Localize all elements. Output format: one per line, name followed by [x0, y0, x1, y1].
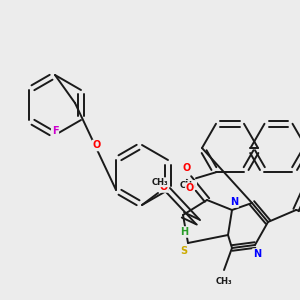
Text: H: H [180, 227, 188, 237]
Text: O: O [92, 140, 101, 151]
Text: O: O [186, 183, 194, 193]
Text: CH₃: CH₃ [216, 278, 232, 286]
Text: O: O [183, 163, 191, 173]
Text: CH₃: CH₃ [152, 178, 168, 187]
Text: N: N [253, 249, 261, 259]
Text: N: N [230, 197, 238, 207]
Text: CH₃: CH₃ [180, 181, 196, 190]
Text: O: O [160, 182, 168, 192]
Text: F: F [52, 126, 58, 136]
Text: S: S [180, 246, 188, 256]
